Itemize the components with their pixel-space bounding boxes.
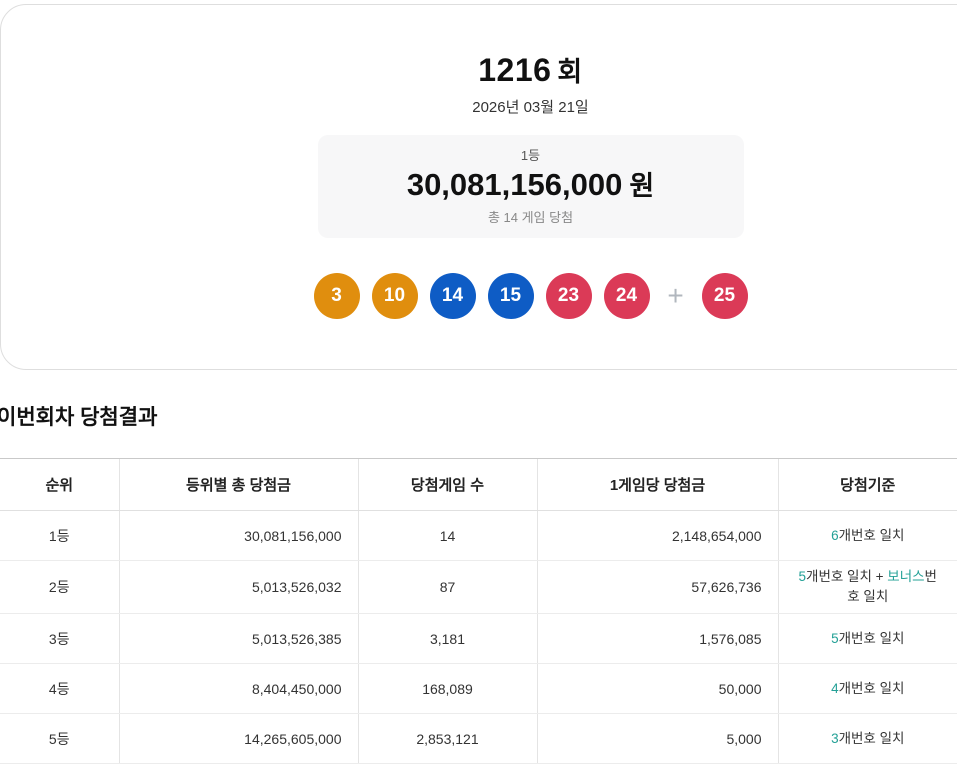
criteria-cell: 5개번호 일치 + 보너스번호 일치 [777, 560, 957, 614]
col-header-winning-games: 당첨게임 수 [357, 458, 537, 511]
criteria-highlight: 3 [831, 730, 839, 746]
winning-ball-10: 10 [371, 273, 418, 319]
prize-amount: 30,081,156,000 [406, 167, 623, 202]
plus-icon: + [667, 280, 684, 311]
result-row-1등: 1등 30,081,156,000 14 2,148,654,000 6개번호 일치 [0, 510, 957, 561]
winning-games-cell: 14 [357, 510, 537, 561]
criteria-highlight: 5 [798, 569, 807, 584]
winning-ball-24: 24 [603, 273, 650, 319]
draw-date: 2026년 03월 21일 [472, 99, 589, 116]
criteria-text: 개번호 일치 + [806, 569, 888, 584]
winning-games-cell: 3,181 [357, 613, 537, 664]
rank-cell: 2등 [0, 560, 119, 614]
winning-games-cell: 2,853,121 [357, 713, 537, 764]
results-table-header-row: 순위 등위별 총 당첨금 당첨게임 수 1게임당 당첨금 당첨기준 [0, 458, 957, 511]
first-prize-box: 1등 30,081,156,000 원 총 14 게임 당첨 [317, 135, 744, 238]
result-row-5등: 5등 14,265,605,000 2,853,121 5,000 3개번호 일치 [0, 713, 957, 764]
criteria-cell: 5개번호 일치 [777, 613, 957, 664]
prize-per-game-cell: 2,148,654,000 [536, 510, 778, 561]
total-prize-cell: 14,265,605,000 [118, 713, 358, 764]
criteria-highlight: 5 [831, 630, 839, 646]
criteria-cell: 3개번호 일치 [777, 713, 957, 764]
winning-ball-14: 14 [429, 273, 476, 319]
col-header-total-prize: 등위별 총 당첨금 [118, 458, 358, 511]
criteria-text: 개번호 일치 [838, 527, 905, 543]
rank-cell: 5등 [0, 713, 119, 764]
prize-amount-line: 30,081,156,000 원 [318, 167, 744, 204]
col-header-prize-per-game: 1게임당 당첨금 [536, 458, 778, 511]
round-title: 1216 회 [1, 51, 957, 91]
criteria-highlight: 4 [831, 680, 839, 696]
bonus-ball-25: 25 [701, 273, 748, 319]
winning-ball-15: 15 [487, 273, 534, 319]
result-row-3등: 3등 5,013,526,385 3,181 1,576,085 5개번호 일치 [0, 613, 957, 664]
rank-cell: 1등 [0, 510, 119, 561]
total-prize-cell: 5,013,526,032 [118, 560, 358, 614]
col-header-criteria: 당첨기준 [777, 458, 957, 511]
prize-games-summary: 총 14 게임 당첨 [487, 210, 574, 225]
criteria-cell: 6개번호 일치 [777, 510, 957, 561]
criteria-highlight: 보너스 [887, 569, 925, 584]
round-suffix: 회 [557, 57, 583, 87]
criteria-text: 번호 일치 [847, 569, 937, 604]
col-header-rank: 순위 [0, 458, 119, 511]
winning-ball-3: 3 [313, 273, 360, 319]
total-prize-cell: 30,081,156,000 [118, 510, 358, 561]
draw-result-card: 1216 회 2026년 03월 21일 1등 30,081,156,000 원 총… [0, 4, 957, 370]
results-section-title: 이번회차 당첨결과 [0, 406, 158, 429]
winning-games-cell: 168,089 [357, 663, 537, 714]
prize-per-game-cell: 1,576,085 [536, 613, 778, 664]
results-section: 이번회차 당첨결과 순위 등위별 총 당첨금 당첨게임 수 1게임당 당첨금 당… [0, 404, 957, 764]
criteria-text: 개번호 일치 [838, 680, 905, 696]
criteria-text: 개번호 일치 [838, 730, 905, 746]
round-number: 1216 [478, 52, 552, 88]
result-row-2등: 2등 5,013,526,032 87 57,626,736 5개번호 일치 + 보너스… [0, 560, 957, 614]
result-row-4등: 4등 8,404,450,000 168,089 50,000 4개번호 일치 [0, 663, 957, 714]
prize-per-game-cell: 5,000 [536, 713, 778, 764]
results-table: 순위 등위별 총 당첨금 당첨게임 수 1게임당 당첨금 당첨기준 1등 30,0… [0, 458, 957, 764]
criteria-text: 개번호 일치 [838, 630, 905, 646]
total-prize-cell: 5,013,526,385 [118, 613, 358, 664]
criteria-cell: 4개번호 일치 [777, 663, 957, 714]
winning-ball-23: 23 [545, 273, 592, 319]
prize-per-game-cell: 50,000 [536, 663, 778, 714]
rank-cell: 3등 [0, 613, 119, 664]
prize-per-game-cell: 57,626,736 [536, 560, 778, 614]
criteria-highlight: 6 [831, 527, 839, 543]
winning-numbers-row: 3 10 14 15 23 24 +25 [1, 273, 957, 319]
rank-cell: 4등 [0, 663, 119, 714]
winning-games-cell: 87 [357, 560, 537, 614]
total-prize-cell: 8,404,450,000 [118, 663, 358, 714]
prize-rank-label: 1등 [520, 148, 541, 163]
prize-currency: 원 [629, 171, 655, 201]
